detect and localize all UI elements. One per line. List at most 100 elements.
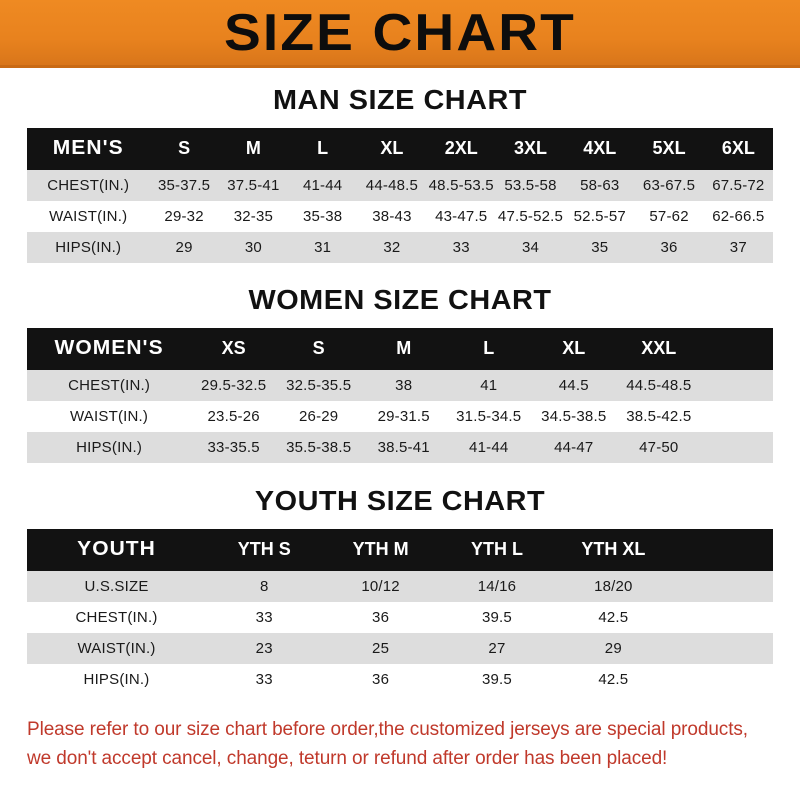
women-hips-s: 35.5-38.5: [286, 439, 352, 456]
youth-ussize-m: 10/12: [361, 578, 400, 595]
women-size-header-s: S: [312, 338, 325, 358]
man-chest-row-label: CHEST(IN.): [47, 177, 130, 194]
women-chest-xl: 44.5: [558, 377, 589, 394]
man-size-header-s: S: [178, 138, 191, 158]
youth-chest-xl: 42.5: [598, 609, 629, 626]
women-chest-l: 41: [480, 377, 498, 394]
women-chest-s: 32.5-35.5: [286, 377, 352, 394]
table-row: CHEST(IN.) 33 36 39.5 42.5: [27, 602, 773, 633]
youth-table-head: YOUTH YTH S YTH M YTH L YTH XL: [27, 529, 773, 571]
women-hips-xl: 44-47: [554, 439, 594, 456]
table-row: CHEST(IN.) 35-37.5 37.5-41 41-44 44-48.5…: [27, 170, 773, 201]
man-hips-5xl: 36: [660, 239, 678, 256]
table-row: WAIST(IN.) 23 25 27 29: [27, 633, 773, 664]
disclaimer: Please refer to our size chart before or…: [27, 716, 773, 773]
man-waist-m: 32-35: [233, 208, 274, 225]
women-size-header-xl: XL: [562, 338, 586, 358]
youth-waist-m: 25: [372, 640, 390, 657]
women-size-table: WOMEN'S XS S M L XL XXL CHEST(IN.) 29.5-…: [27, 328, 773, 463]
youth-header-spacer: [672, 529, 773, 571]
man-waist-6xl: 62-66.5: [712, 208, 765, 225]
women-size-table-wrapper: WOMEN'S XS S M L XL XXL CHEST(IN.) 29.5-…: [27, 328, 773, 463]
youth-waist-s: 23: [255, 640, 273, 657]
youth-ussize-row-label: U.S.SIZE: [84, 578, 149, 595]
women-hips-row-label: HIPS(IN.): [76, 439, 143, 456]
man-size-header-m: M: [245, 138, 261, 158]
youth-size-header-s: YTH S: [237, 539, 291, 559]
women-section-title: WOMEN SIZE CHART: [248, 284, 552, 315]
women-size-header-l: L: [483, 338, 495, 358]
women-waist-xxl: 38.5-42.5: [626, 408, 692, 425]
youth-ussize-xl: 18/20: [594, 578, 633, 595]
youth-size-table: YOUTH YTH S YTH M YTH L YTH XL U.S.SIZE …: [27, 529, 773, 695]
women-chest-xxl: 44.5-48.5: [626, 377, 692, 394]
youth-size-header-l: YTH L: [470, 539, 523, 559]
youth-size-header-m: YTH M: [352, 539, 409, 559]
man-hips-m: 30: [244, 239, 262, 256]
youth-section-title: YOUTH SIZE CHART: [254, 485, 546, 516]
women-hips-l: 41-44: [469, 439, 509, 456]
size-chart-banner: SIZE CHART: [0, 0, 800, 68]
youth-hips-l: 39.5: [481, 671, 512, 688]
man-hips-row-label: HIPS(IN.): [55, 239, 122, 256]
man-size-header-l: L: [317, 138, 329, 158]
women-chest-xs: 29.5-32.5: [201, 377, 267, 394]
man-chest-l: 41-44: [302, 177, 343, 194]
table-row: HIPS(IN.) 33-35.5 35.5-38.5 38.5-41 41-4…: [27, 432, 773, 463]
women-waist-xs: 23.5-26: [207, 408, 260, 425]
women-waist-row-label: WAIST(IN.): [70, 408, 149, 425]
women-waist-xl: 34.5-38.5: [541, 408, 607, 425]
youth-header-row: YOUTH YTH S YTH M YTH L YTH XL: [27, 529, 773, 571]
women-table-head: WOMEN'S XS S M L XL XXL: [27, 328, 773, 370]
man-waist-2xl: 43-47.5: [435, 208, 488, 225]
man-size-header-xl: XL: [380, 138, 404, 158]
women-hips-xxl: 47-50: [639, 439, 679, 456]
man-table-head: MEN'S S M L XL 2XL 3XL 4XL 5XL 6XL: [27, 128, 773, 170]
banner-title: SIZE CHART: [224, 3, 576, 62]
women-chest-row-label: CHEST(IN.): [68, 377, 151, 394]
youth-ussize-s: 8: [259, 578, 269, 595]
man-waist-row-label: WAIST(IN.): [49, 208, 128, 225]
women-header-spacer: [701, 328, 773, 370]
man-hips-2xl: 33: [452, 239, 470, 256]
man-waist-l: 35-38: [302, 208, 343, 225]
youth-ussize-l: 14/16: [477, 578, 517, 595]
man-hips-l: 31: [314, 239, 332, 256]
women-size-header-m: M: [396, 338, 412, 358]
table-row: WAIST(IN.) 29-32 32-35 35-38 38-43 43-47…: [27, 201, 773, 232]
man-hips-s: 29: [175, 239, 193, 256]
man-chest-4xl: 58-63: [580, 177, 620, 194]
youth-waist-row-label: WAIST(IN.): [77, 640, 156, 657]
women-header-row: WOMEN'S XS S M L XL XXL: [27, 328, 773, 370]
man-chest-3xl: 53.5-58: [504, 177, 557, 194]
man-size-header-4xl: 4XL: [583, 138, 617, 158]
youth-hips-row-label: HIPS(IN.): [83, 671, 150, 688]
man-chest-m: 37.5-41: [227, 177, 280, 194]
man-size-table-wrapper: MEN'S S M L XL 2XL 3XL 4XL 5XL 6XL CHEST…: [27, 128, 773, 263]
women-hips-spacer: [701, 432, 773, 463]
youth-waist-xl: 29: [604, 640, 622, 657]
youth-chest-l: 39.5: [481, 609, 512, 626]
man-size-table: MEN'S S M L XL 2XL 3XL 4XL 5XL 6XL CHEST…: [27, 128, 773, 263]
man-waist-s: 29-32: [164, 208, 204, 225]
man-table-body: CHEST(IN.) 35-37.5 37.5-41 41-44 44-48.5…: [27, 170, 773, 263]
disclaimer-line-1: Please refer to our size chart before or…: [27, 719, 748, 740]
women-table-body: CHEST(IN.) 29.5-32.5 32.5-35.5 38 41 44.…: [27, 370, 773, 463]
man-waist-4xl: 52.5-57: [573, 208, 626, 225]
man-hips-3xl: 34: [521, 239, 540, 256]
man-chest-xl: 44-48.5: [365, 177, 419, 194]
man-waist-xl: 38-43: [372, 208, 412, 225]
man-header-row: MEN'S S M L XL 2XL 3XL 4XL 5XL 6XL: [27, 128, 773, 170]
man-hips-6xl: 37: [729, 239, 747, 256]
youth-hips-spacer: [672, 664, 773, 695]
man-hips-4xl: 35: [591, 239, 609, 256]
women-chest-spacer: [701, 370, 773, 401]
man-chest-2xl: 48.5-53.5: [428, 177, 494, 194]
table-row: HIPS(IN.) 29 30 31 32 33 34 35 36 37: [27, 232, 773, 263]
youth-chest-spacer: [672, 602, 773, 633]
youth-chest-row-label: CHEST(IN.): [75, 609, 158, 626]
women-hips-m: 38.5-41: [377, 439, 430, 456]
youth-table-body: U.S.SIZE 8 10/12 14/16 18/20 CHEST(IN.) …: [27, 571, 773, 695]
women-waist-l: 31.5-34.5: [456, 408, 522, 425]
women-chest-m: 38: [395, 377, 413, 394]
